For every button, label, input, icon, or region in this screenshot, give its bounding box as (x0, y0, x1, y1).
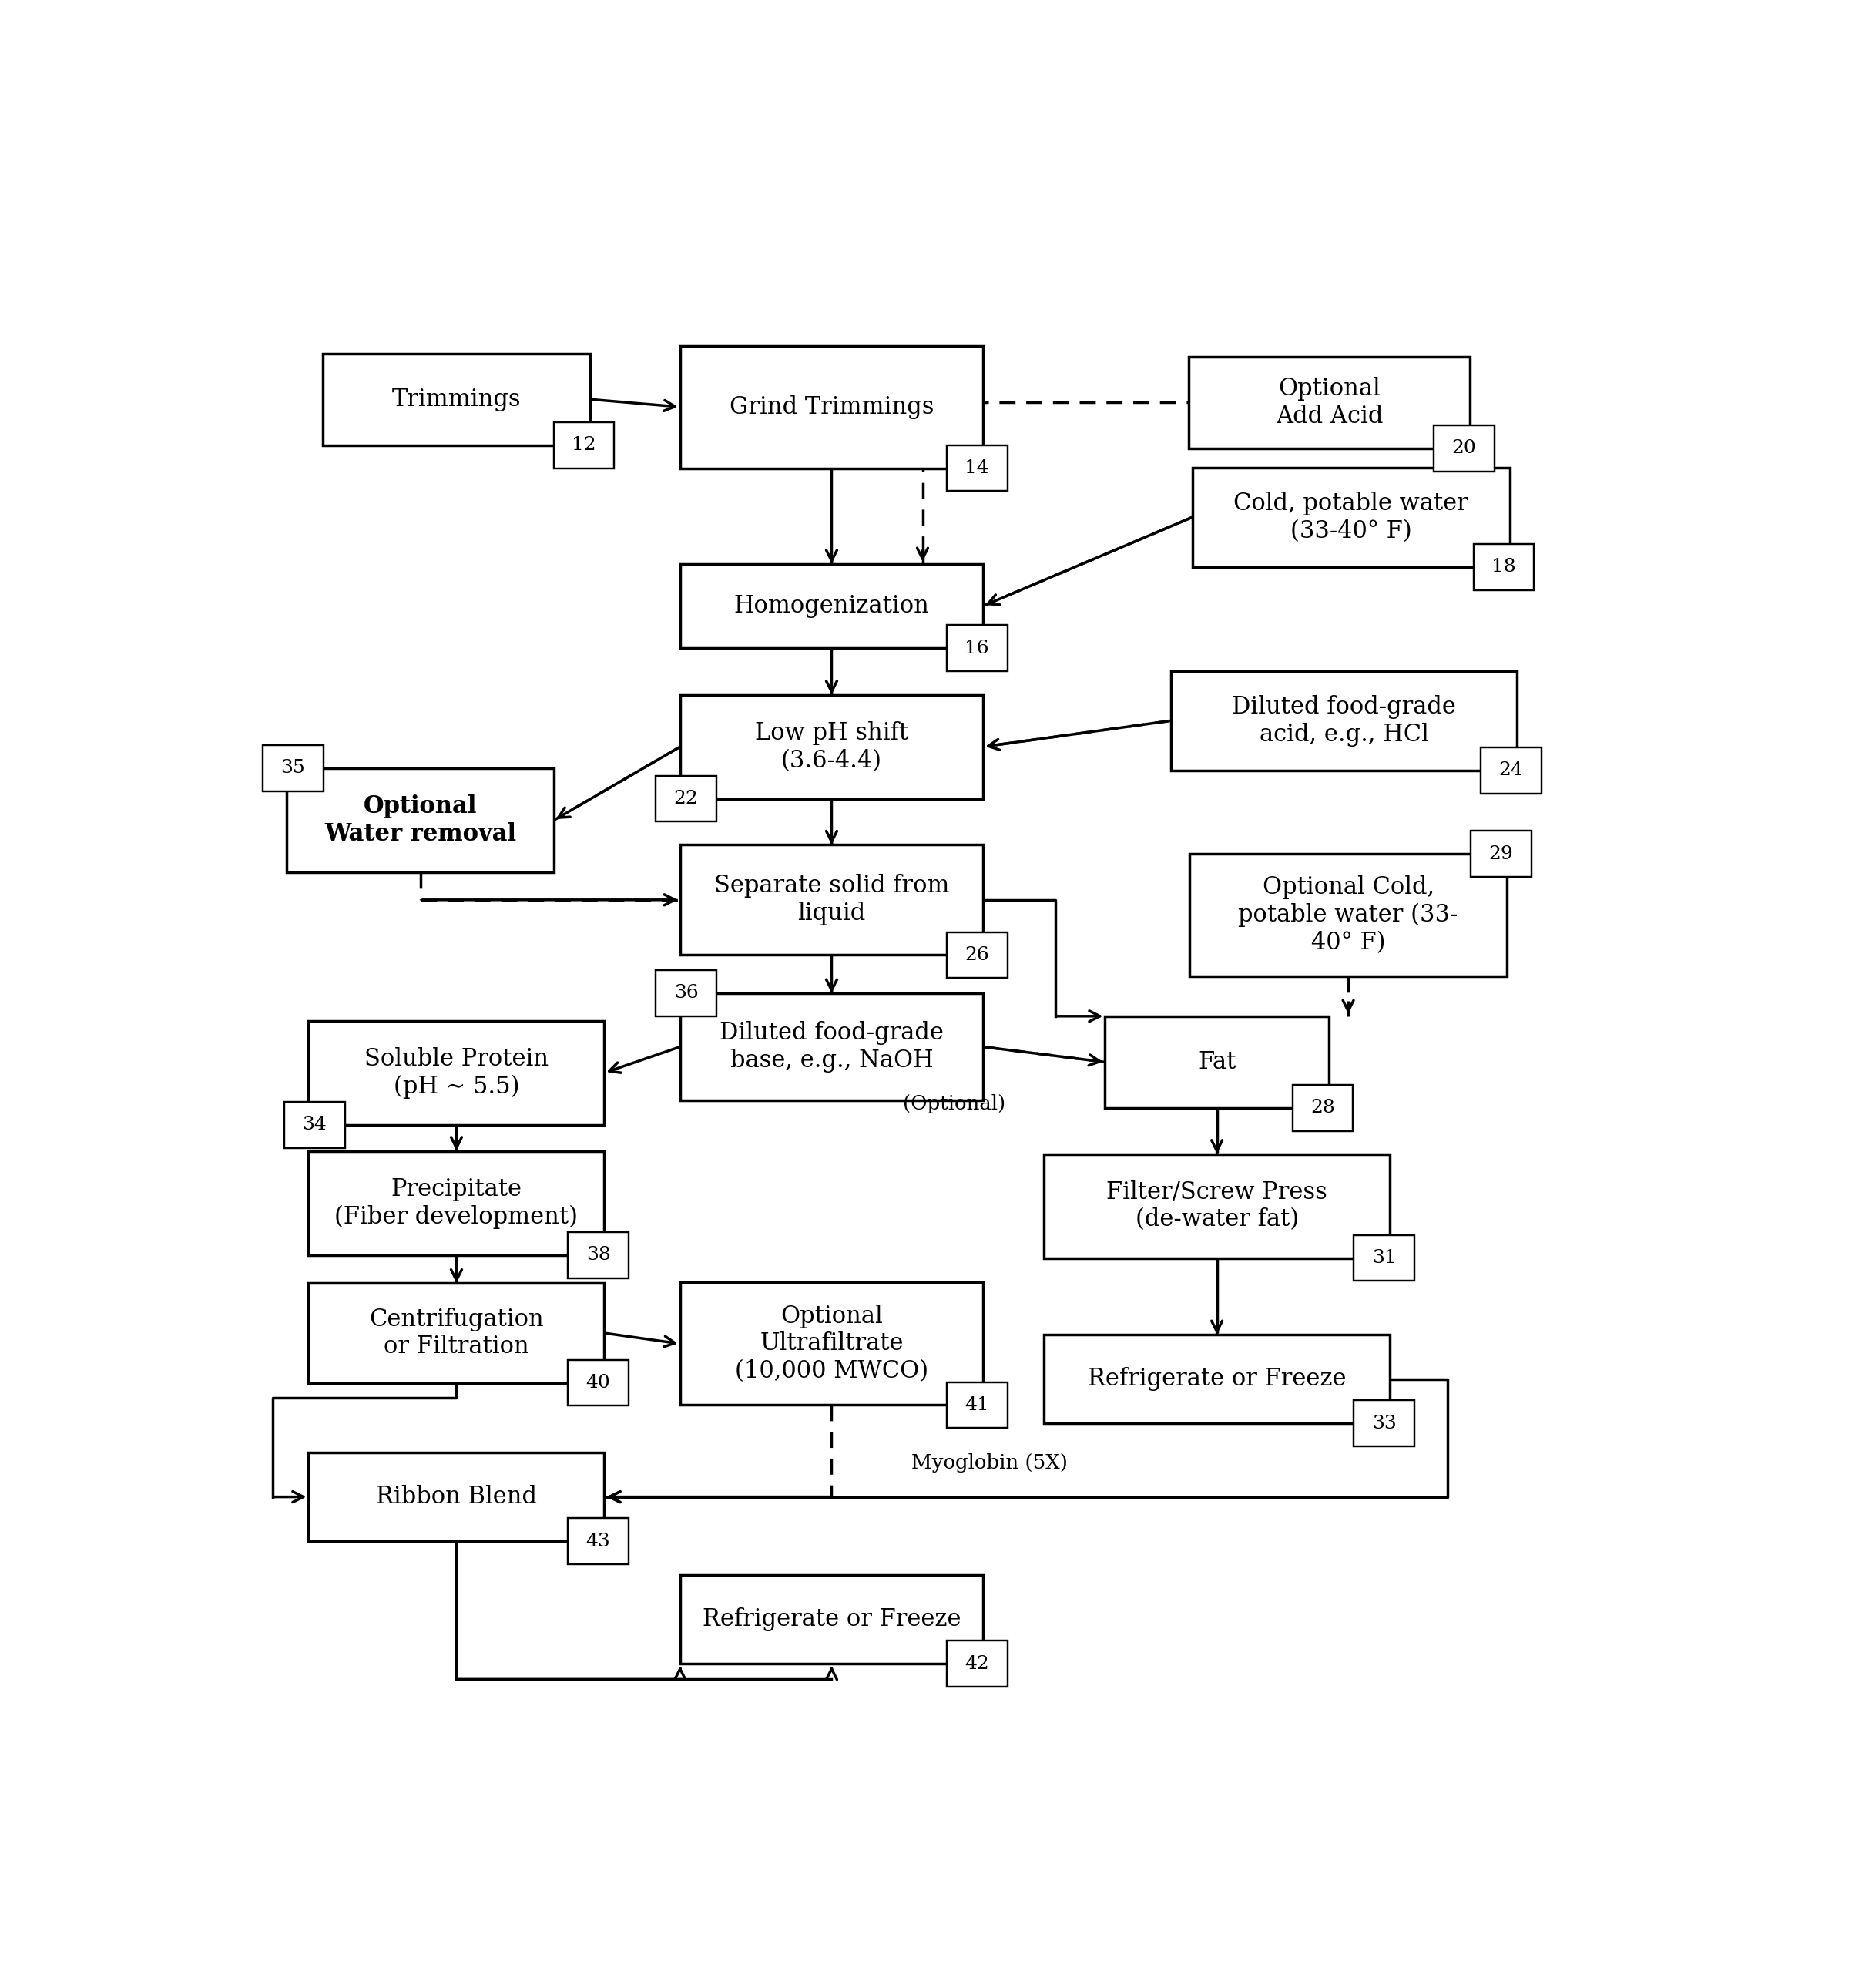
Text: 34: 34 (302, 1115, 328, 1133)
Text: 22: 22 (674, 789, 698, 807)
Text: 38: 38 (587, 1246, 611, 1264)
Bar (680, 994, 983, 1101)
Text: 35: 35 (281, 759, 305, 777)
Bar (568, 1360, 629, 1406)
Bar (946, 1382, 1007, 1427)
Text: 36: 36 (674, 984, 698, 1002)
Text: Refrigerate or Freeze: Refrigerate or Freeze (702, 1608, 961, 1632)
Bar (680, 694, 983, 799)
Bar (1190, 855, 1506, 976)
Text: Centrifugation
or Filtration: Centrifugation or Filtration (369, 1308, 544, 1358)
Bar (946, 624, 1007, 672)
Text: 42: 42 (965, 1654, 989, 1672)
Text: 14: 14 (965, 459, 989, 477)
Bar (946, 445, 1007, 491)
Bar (1434, 425, 1495, 471)
Text: Optional
Ultrafiltrate
(10,000 MWCO): Optional Ultrafiltrate (10,000 MWCO) (735, 1304, 929, 1384)
Text: 26: 26 (965, 946, 989, 964)
Bar (1171, 672, 1518, 771)
Text: Grind Trimmings: Grind Trimmings (730, 396, 935, 419)
Bar (1471, 831, 1531, 877)
Text: Fat: Fat (1197, 1050, 1236, 1074)
Text: Homogenization: Homogenization (734, 594, 929, 618)
Bar (309, 1020, 605, 1125)
Text: 12: 12 (572, 435, 596, 453)
Text: 41: 41 (965, 1396, 989, 1413)
Bar (680, 346, 983, 467)
Bar (309, 1151, 605, 1254)
Bar (680, 1282, 983, 1406)
Text: Myoglobin (5X): Myoglobin (5X) (911, 1453, 1067, 1473)
Text: Cold, potable water
(33-40° F): Cold, potable water (33-40° F) (1235, 491, 1469, 543)
Bar (1192, 467, 1510, 567)
Text: 20: 20 (1452, 439, 1477, 457)
Text: (Optional): (Optional) (903, 1093, 1005, 1113)
Text: 24: 24 (1499, 761, 1523, 779)
Bar (946, 932, 1007, 978)
Text: Diluted food-grade
acid, e.g., HCl: Diluted food-grade acid, e.g., HCl (1233, 696, 1456, 746)
Text: Filter/Screw Press
(de-water fat): Filter/Screw Press (de-water fat) (1106, 1181, 1328, 1233)
Bar (263, 746, 324, 791)
Text: Soluble Protein
(pH ∼ 5.5): Soluble Protein (pH ∼ 5.5) (365, 1048, 549, 1099)
Bar (322, 354, 590, 445)
Bar (1045, 1334, 1391, 1423)
Text: 29: 29 (1490, 845, 1514, 863)
Bar (568, 1233, 629, 1278)
Text: Optional
Water removal: Optional Water removal (324, 795, 516, 847)
Bar (1354, 1400, 1415, 1447)
Text: Optional
Water removal: Optional Water removal (324, 795, 516, 847)
Text: Ribbon Blend: Ribbon Blend (376, 1485, 536, 1509)
Text: Optional
Water removal: Optional Water removal (324, 795, 516, 847)
Text: Trimmings: Trimmings (391, 388, 521, 412)
Text: Refrigerate or Freeze: Refrigerate or Freeze (1087, 1368, 1346, 1392)
Text: Optional Cold,
potable water (33-
40° F): Optional Cold, potable water (33- 40° F) (1238, 875, 1458, 954)
Bar (1354, 1235, 1415, 1280)
Text: 33: 33 (1372, 1415, 1396, 1431)
Bar (946, 1640, 1007, 1686)
Bar (1292, 1085, 1354, 1131)
Bar (1045, 1153, 1391, 1258)
Bar (553, 421, 614, 467)
Bar (680, 1574, 983, 1664)
Text: 43: 43 (587, 1533, 611, 1551)
Bar (1104, 1016, 1329, 1107)
Text: Precipitate
(Fiber development): Precipitate (Fiber development) (335, 1177, 577, 1229)
Bar (680, 565, 983, 648)
Bar (1188, 356, 1471, 447)
Bar (655, 775, 717, 821)
Bar (285, 1101, 344, 1147)
Text: Diluted food-grade
base, e.g., NaOH: Diluted food-grade base, e.g., NaOH (719, 1022, 944, 1074)
Text: 18: 18 (1491, 559, 1516, 577)
Text: 31: 31 (1372, 1248, 1396, 1266)
Bar (1473, 545, 1534, 590)
Bar (309, 1284, 605, 1384)
Text: Low pH shift
(3.6-4.4): Low pH shift (3.6-4.4) (754, 722, 909, 773)
Text: 40: 40 (587, 1374, 611, 1392)
Text: 16: 16 (965, 640, 989, 656)
Bar (287, 767, 553, 873)
Bar (680, 845, 983, 954)
Bar (655, 970, 717, 1016)
Bar (568, 1519, 629, 1565)
Bar (309, 1453, 605, 1541)
Bar (1480, 747, 1542, 793)
Text: 28: 28 (1311, 1099, 1335, 1117)
Text: Optional
Add Acid: Optional Add Acid (1275, 376, 1383, 427)
Text: Separate solid from
liquid: Separate solid from liquid (713, 875, 950, 926)
